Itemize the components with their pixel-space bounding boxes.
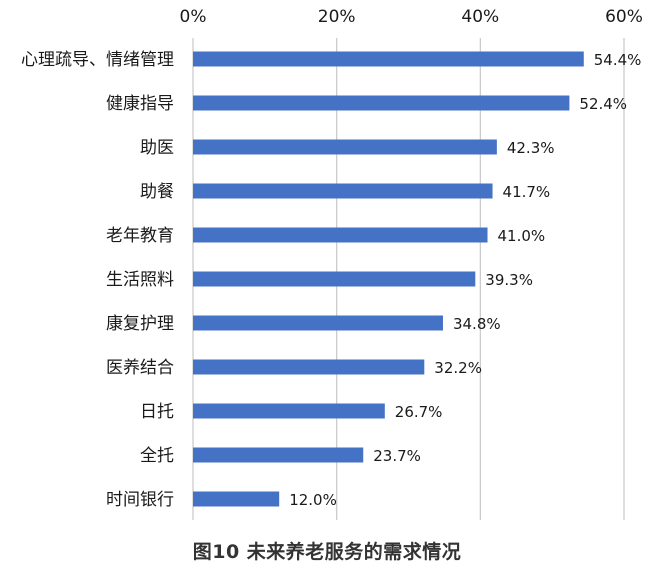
data-label: 42.3% [507, 139, 555, 157]
category-label: 助餐 [140, 182, 174, 202]
x-tick-label: 40% [461, 7, 499, 27]
data-label: 12.0% [289, 491, 337, 509]
bar [193, 51, 584, 67]
bar [193, 359, 425, 375]
category-label: 医养结合 [106, 358, 174, 378]
category-label: 时间银行 [106, 490, 174, 510]
bar [193, 95, 570, 111]
bar [193, 491, 280, 507]
bar [193, 183, 493, 199]
data-labels: 54.4% 52.4% 42.3% 41.7% 41.0% 39.3% 34.8% 32.2%… [289, 51, 641, 509]
category-label: 全托 [140, 446, 174, 466]
data-label: 41.7% [503, 183, 551, 201]
data-label: 23.7% [373, 447, 421, 465]
category-label: 日托 [140, 402, 174, 422]
data-label: 32.2% [434, 359, 482, 377]
data-label: 26.7% [395, 403, 443, 421]
bar [193, 447, 364, 463]
category-labels: 心理疏导、情绪管理健康指导助医助餐老年教育生活照料康复护理医养结合日托全托时间银… [21, 50, 174, 510]
bar [193, 315, 443, 331]
data-label: 34.8% [453, 315, 501, 333]
figure-caption: 图10 未来养老服务的需求情况 [192, 541, 462, 563]
category-label: 健康指导 [106, 94, 174, 114]
x-axis-ticks: 0% 20% 40% 60% [180, 7, 643, 27]
data-label: 54.4% [594, 51, 642, 69]
bar [193, 271, 476, 287]
category-label: 助医 [140, 138, 174, 158]
category-label: 老年教育 [106, 226, 174, 246]
category-label: 心理疏导、情绪管理 [21, 50, 174, 70]
x-tick-label: 20% [318, 7, 356, 27]
bar [193, 139, 497, 155]
bars [193, 51, 584, 507]
data-label: 52.4% [579, 95, 627, 113]
x-tick-label: 60% [605, 7, 643, 27]
category-label: 康复护理 [106, 314, 174, 334]
data-label: 41.0% [498, 227, 546, 245]
bar [193, 227, 488, 243]
category-label: 生活照料 [106, 270, 174, 290]
bar [193, 403, 385, 419]
data-label: 39.3% [485, 271, 533, 289]
x-tick-label: 0% [180, 7, 207, 27]
